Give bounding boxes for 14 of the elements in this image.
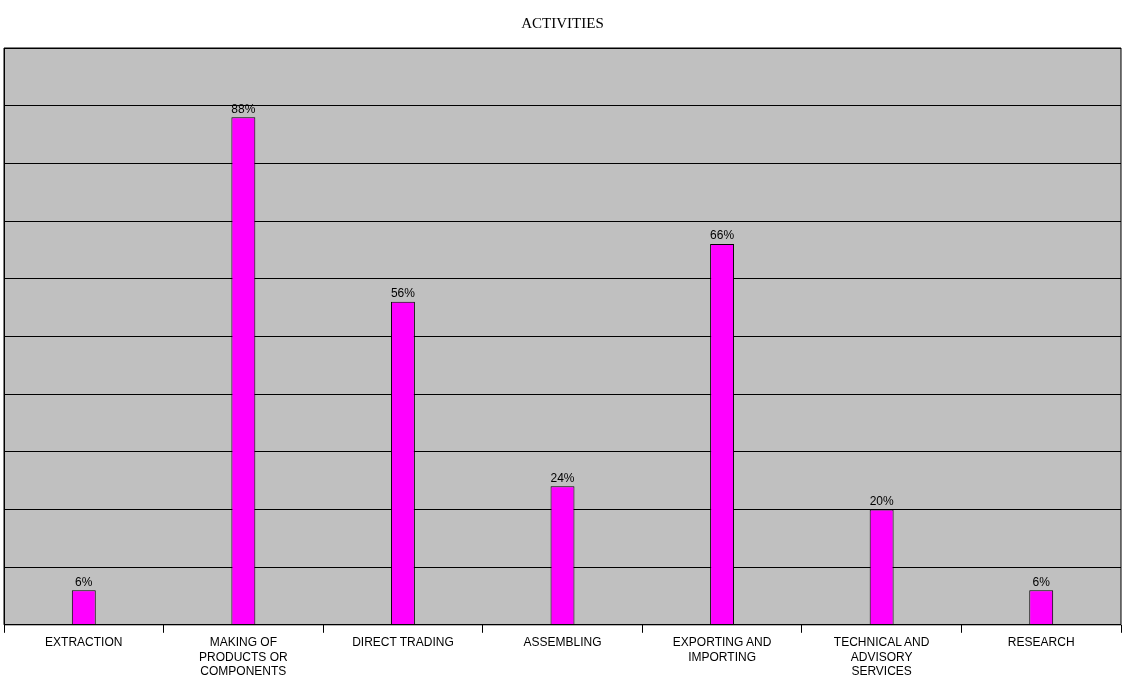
data-label: 24% [550, 470, 575, 485]
data-label: 6% [1032, 574, 1051, 589]
x-tick-label: TECHNICAL AND ADVISORY SERVICES [833, 635, 930, 679]
x-tick-label: EXPORTING AND IMPORTING [672, 635, 772, 664]
data-label: 20% [869, 493, 894, 508]
data-label: 66% [710, 228, 735, 243]
x-tick-label: EXTRACTION [45, 635, 123, 650]
x-tick-label: RESEARCH [1007, 635, 1075, 650]
x-tick-label: DIRECT TRADING [352, 635, 454, 650]
chart-title: ACTIVITIES [520, 14, 605, 33]
data-label: 6% [75, 574, 93, 589]
x-tick-label: MAKING OF PRODUCTS OR COMPONENTS [199, 635, 289, 679]
x-tick-label: ASSEMBLING [523, 635, 602, 650]
data-label: 56% [390, 286, 416, 301]
